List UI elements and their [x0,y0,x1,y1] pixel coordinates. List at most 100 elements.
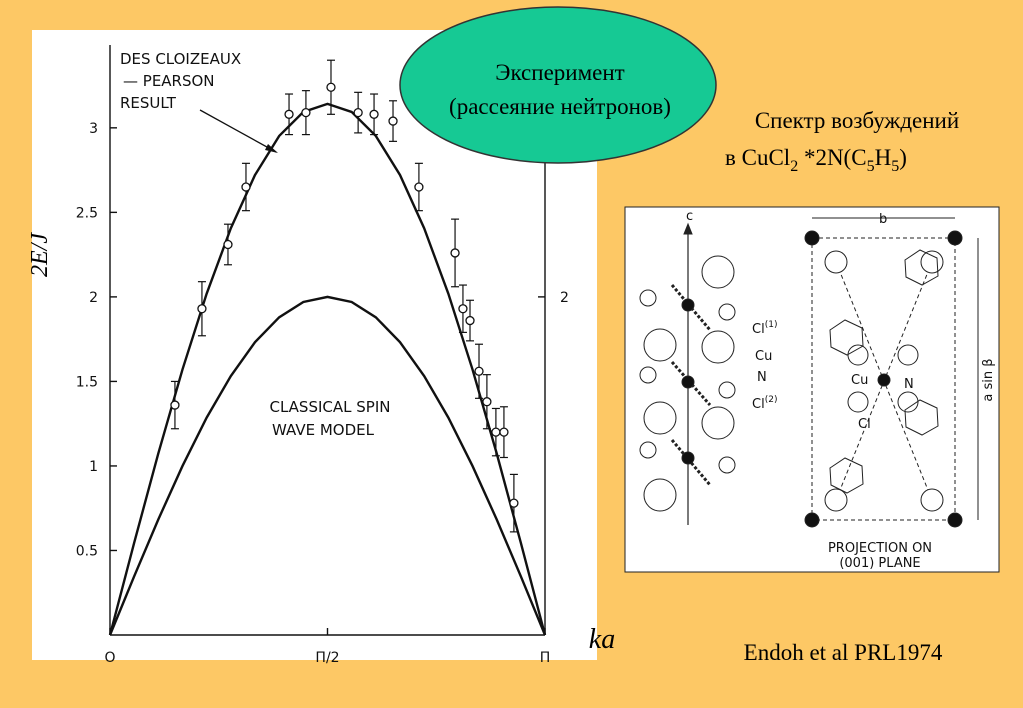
atom [718,381,736,399]
cu-atom [877,373,891,387]
data-point [450,248,460,258]
figure-label: a sin β [981,358,996,401]
atom [847,391,869,413]
curve [108,102,547,636]
data-point [284,109,294,119]
figure-label: Cl(1) [752,320,777,337]
data-point [326,82,336,92]
figure-label: Cu [851,373,868,388]
formula-part: в CuCl [725,145,790,170]
x-tick-label: Π/2 [315,650,339,666]
formula: в CuCl2 *2N(C5H5) [725,145,907,175]
atom [643,328,677,362]
data-point [458,304,468,314]
atom [643,478,677,512]
annotation: — PEARSON [123,72,215,90]
figure-label: Cl [752,397,765,412]
atom [701,330,735,364]
x-tick-label: Π [540,650,551,666]
bond [670,361,712,406]
formula-sub: 2 [790,158,798,175]
data-point [482,397,492,407]
atom [897,391,919,413]
data-point [491,427,501,437]
y-tick-label: 1 [89,459,98,475]
slide-title: Спектр возбуждений [755,108,959,133]
arrow-head [683,222,693,235]
atom [718,303,736,321]
atom [920,488,944,512]
data-point [170,400,180,410]
ring [829,319,864,356]
y-tick-label: 0.5 [76,543,98,559]
y-tick-label: 2.5 [76,205,98,221]
data-point [465,315,475,326]
figure-label: Cl [858,417,871,432]
y2-tick-label: 2 [560,290,569,306]
data-point [197,304,207,314]
data-point [474,366,484,376]
data-point [499,427,509,437]
atom [639,441,657,459]
ring [904,249,939,286]
y-tick-label: 1.5 [76,374,98,390]
atom [897,344,919,366]
atom [920,250,944,274]
cu-atom [681,298,695,312]
atom [701,255,735,289]
atom [639,366,657,384]
data-point [388,116,398,126]
figure-label: N [904,377,914,392]
cu-atom [947,512,963,528]
annotation: WAVE MODEL [272,421,375,439]
formula-sub: 5 [891,158,899,175]
atom [639,289,657,307]
data-point [414,182,424,192]
annotation: CLASSICAL SPIN [270,398,391,416]
figure-label: c [686,209,693,224]
annotation: DES CLOIZEAUX [120,50,241,68]
x-axis-label: ka [589,624,615,655]
formula-part: ) [899,145,907,170]
cell [811,237,956,521]
y-tick-label: 3 [89,121,98,137]
cu-atom [804,512,820,528]
data-point [509,498,519,508]
formula-part: H [875,145,892,170]
atom [824,250,848,274]
cu-atom [947,230,963,246]
figure-label: Cl(2) [752,395,777,412]
atom [701,406,735,440]
cu-atom [804,230,820,246]
figure-label: b [879,212,887,227]
citation: Endoh et al PRL1974 [744,640,943,665]
data-point [301,107,311,118]
atom [718,456,736,474]
figure-caption: PROJECTION ON [828,541,932,556]
figure-label: Cl [752,322,765,337]
ring [904,399,939,436]
annotation: RESULT [120,94,177,112]
arrow-head [265,144,278,153]
y-axis-label: 2E/J [27,232,53,277]
x-tick-label: O [104,650,115,666]
data-point [223,239,233,250]
cu-atom [681,375,695,389]
figure-label: N [757,370,767,385]
curve [108,295,547,636]
cu-atom [681,451,695,465]
annotation-arrow [199,109,277,153]
figure-label-sup: (2) [765,395,778,405]
formula-sub: 5 [867,158,875,175]
figure-label-sup: (1) [765,320,778,330]
data-point [353,107,363,118]
formula-part: *2N(C [798,145,866,170]
y-tick-label: 2 [89,290,98,306]
structure-figure: c b Cl(1) Cu N Cl(2) Cu N Cl a sin β PRO… [624,206,1000,573]
ring [829,457,864,494]
atom [847,344,869,366]
data-point [369,109,379,119]
figure-caption: (001) PLANE [839,556,920,571]
atom [824,488,848,512]
